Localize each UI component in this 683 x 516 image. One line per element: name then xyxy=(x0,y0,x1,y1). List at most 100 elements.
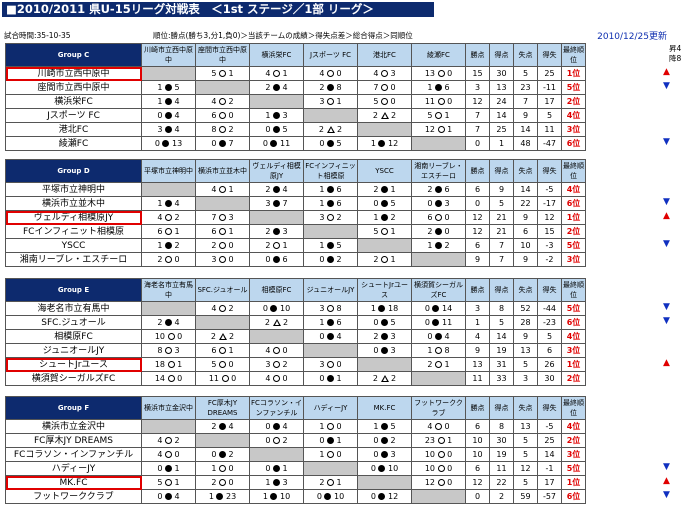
loss-icon xyxy=(273,185,280,193)
relegation-arrow-icon: ▼ xyxy=(663,490,670,500)
stat-pts: 6 xyxy=(465,238,490,253)
opponent-header: 横浜栄FC xyxy=(249,43,304,67)
loss-icon xyxy=(381,332,388,340)
win-icon xyxy=(327,478,334,486)
match-score: 4 1 xyxy=(211,184,234,194)
match-result: 5 1 xyxy=(195,66,250,81)
self-cell xyxy=(249,94,304,109)
match-result: 0 4 xyxy=(411,329,466,344)
match-result: 1 4 xyxy=(141,196,196,211)
match-score: 1 6 xyxy=(319,317,342,327)
final-rank: 6位 xyxy=(561,136,586,151)
self-cell xyxy=(249,329,304,344)
stat-ga: 5 xyxy=(513,357,538,372)
win-icon xyxy=(219,69,226,77)
team-name: FC厚木JY DREAMS xyxy=(5,433,142,448)
self-cell xyxy=(249,210,304,225)
win-icon xyxy=(435,213,442,221)
draw-icon xyxy=(218,332,227,340)
win-icon xyxy=(327,97,334,105)
loss-icon xyxy=(435,332,442,340)
group-table: Group D 平塚市立神明中 横浜市立並木中 ヴェルディ相模原JY FCインフィニット… xyxy=(5,159,586,267)
final-rank: 5位 xyxy=(561,461,586,476)
group-header-row: Group E 海老名市立有馬中 SFC.ジュオール 相模原FC ジュニオールJY シュー… xyxy=(5,278,586,302)
side-note: 昇4 降8 xyxy=(669,44,681,64)
loss-icon xyxy=(165,492,172,500)
match-score: 6 1 xyxy=(157,226,180,236)
match-score: 0 3 xyxy=(373,449,396,459)
stat-header-ga: 失点 xyxy=(513,43,538,67)
team-name: 川崎市立西中原中 xyxy=(5,66,142,81)
loss-icon xyxy=(327,332,334,340)
stat-ga: 5 xyxy=(513,475,538,490)
self-cell xyxy=(303,108,358,123)
match-score: 3 2 xyxy=(265,359,288,369)
match-result: 2 0 xyxy=(195,238,250,253)
match-result: 0 1 xyxy=(249,461,304,476)
match-score: 3 7 xyxy=(265,198,288,208)
stat-pts: 1 xyxy=(465,315,490,330)
win-icon xyxy=(435,360,442,368)
stat-gf: 11 xyxy=(489,461,514,476)
match-result: 10 0 xyxy=(141,329,196,344)
match-result: 6 1 xyxy=(195,343,250,358)
match-result: 5 1 xyxy=(141,475,196,490)
team-name: FCコラソン・インファンチル xyxy=(5,447,142,462)
stat-gd: 15 xyxy=(537,224,562,239)
match-result: 13 0 xyxy=(411,66,466,81)
match-result: 3 2 xyxy=(303,210,358,225)
match-result: 0 2 xyxy=(303,252,358,267)
match-score: 3 2 xyxy=(319,212,342,222)
match-result: 2 2 xyxy=(357,371,412,386)
team-name: MK.FC xyxy=(5,475,142,490)
team-name: 港北FC xyxy=(5,122,142,137)
match-result: 2 1 xyxy=(357,182,412,197)
match-result: 8 2 xyxy=(195,122,250,137)
win-icon xyxy=(435,346,442,354)
stat-gf: 2 xyxy=(489,489,514,504)
win-icon xyxy=(437,436,445,444)
match-score: 0 2 xyxy=(319,254,342,264)
win-icon xyxy=(327,360,334,368)
stat-gd: 17 xyxy=(537,475,562,490)
match-score: 3 1 xyxy=(319,96,342,106)
match-result: 4 2 xyxy=(195,301,250,316)
self-cell xyxy=(195,196,250,211)
match-score: 0 10 xyxy=(370,463,399,473)
match-result: 1 8 xyxy=(411,343,466,358)
match-result: 2 4 xyxy=(249,80,304,95)
final-rank: 3位 xyxy=(561,122,586,137)
stat-pts: 10 xyxy=(465,447,490,462)
relegation-arrow-icon: ▼ xyxy=(663,81,670,91)
match-result: 2 8 xyxy=(303,80,358,95)
group-table: Group E 海老名市立有馬中 SFC.ジュオール 相模原FC ジュニオールJY シュー… xyxy=(5,278,586,386)
team-name: ハディーJY xyxy=(5,461,142,476)
win-icon xyxy=(221,374,229,382)
team-name: フットワーククラブ xyxy=(5,489,142,504)
match-score: 0 5 xyxy=(265,124,288,134)
win-icon xyxy=(165,346,172,354)
team-name: 平塚市立神明中 xyxy=(5,182,142,197)
stat-gd: 25 xyxy=(537,433,562,448)
match-result: 1 10 xyxy=(249,489,304,504)
stat-gd: 25 xyxy=(537,66,562,81)
match-score: 1 5 xyxy=(157,82,180,92)
match-result: 6 1 xyxy=(195,224,250,239)
match-result: 3 4 xyxy=(141,122,196,137)
promotion-arrow-icon: ▲ xyxy=(663,476,670,486)
opponent-header: 綾瀬FC xyxy=(411,43,466,67)
stat-ga: 14 xyxy=(513,182,538,197)
match-result: 0 1 xyxy=(303,371,358,386)
loss-icon xyxy=(327,199,334,207)
self-cell xyxy=(411,136,466,151)
self-cell xyxy=(411,252,466,267)
match-result: 4 0 xyxy=(249,371,304,386)
loss-icon xyxy=(432,304,440,312)
final-rank: 6位 xyxy=(561,196,586,211)
match-result: 4 2 xyxy=(195,94,250,109)
match-result: 2 1 xyxy=(357,252,412,267)
match-result: 18 1 xyxy=(141,357,196,372)
stat-header-pts: 勝点 xyxy=(465,159,490,183)
stat-gf: 7 xyxy=(489,238,514,253)
stat-ga: 48 xyxy=(513,136,538,151)
